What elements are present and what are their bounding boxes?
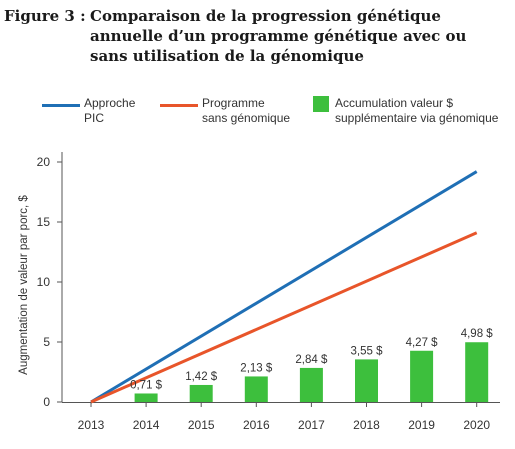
bar-data-label: 1,42 $ bbox=[185, 371, 218, 383]
x-tick-label: 2015 bbox=[188, 418, 215, 432]
bar bbox=[355, 359, 378, 402]
x-tick-label: 2018 bbox=[353, 418, 380, 432]
legend-swatch-sans-genomique bbox=[160, 104, 198, 107]
y-tick-label: 15 bbox=[37, 215, 51, 229]
legend-label-accumulation: Accumulation valeur $ supplémentaire via… bbox=[335, 96, 515, 126]
figure-title-text: Comparaison de la progression génétique … bbox=[90, 6, 505, 66]
bar-data-label: 4,98 $ bbox=[461, 328, 494, 340]
legend-label-sans-genomique-line-1: Programme bbox=[202, 96, 265, 110]
bar bbox=[410, 350, 434, 402]
figure-title-line-2: annuelle d’un programme génétique avec o… bbox=[90, 27, 467, 45]
bar-data-label: 2,13 $ bbox=[240, 362, 273, 374]
legend-label-sans-genomique-line-2: sans génomique bbox=[202, 111, 291, 125]
x-tick-label: 2019 bbox=[408, 418, 435, 432]
legend-label-pic-line-2: PIC bbox=[84, 111, 105, 125]
legend-label-pic-line-1: Approche bbox=[84, 96, 136, 110]
bar-data-label: 0,71 $ bbox=[130, 379, 163, 391]
x-tick-label: 2017 bbox=[298, 418, 325, 432]
y-tick-label: 20 bbox=[37, 155, 51, 169]
y-tick-label: 0 bbox=[43, 395, 50, 409]
bar bbox=[134, 393, 158, 402]
bar-data-label: 2,84 $ bbox=[295, 354, 328, 366]
series-line-sans-genomique bbox=[90, 231, 478, 404]
figure-label: Figure 3 : bbox=[4, 7, 86, 25]
legend-label-accumulation-line-1: Accumulation valeur $ bbox=[335, 96, 454, 110]
x-tick-label: 2020 bbox=[463, 418, 490, 432]
legend-label-pic: Approche PIC bbox=[84, 96, 244, 126]
y-axis-label: Augmentation de valeur par porc, $ bbox=[18, 195, 30, 375]
series-line-pic bbox=[90, 170, 478, 404]
legend-swatch-pic bbox=[42, 104, 80, 107]
y-axis-label-group: Augmentation de valeur par porc, $ bbox=[18, 195, 30, 375]
legend-swatch-accumulation bbox=[313, 96, 329, 112]
x-tick-label: 2014 bbox=[133, 418, 160, 432]
bar bbox=[244, 376, 268, 402]
legend-label-sans-genomique: Programme sans génomique bbox=[202, 96, 362, 126]
x-tick-label: 2016 bbox=[243, 418, 270, 432]
bar-data-label: 3,55 $ bbox=[351, 345, 384, 357]
bar bbox=[189, 384, 213, 402]
bar-data-label: 4,27 $ bbox=[406, 337, 439, 349]
figure-title-line-3: sans utilisation de la génomique bbox=[90, 47, 364, 65]
y-tick-label: 10 bbox=[37, 275, 51, 289]
legend-label-accumulation-line-2: supplémentaire via génomique bbox=[335, 111, 499, 125]
bar bbox=[465, 342, 489, 402]
plot-area: 0 5 10 15 20 2013 2014 2015 2016 2017 2018 2019 2020… bbox=[37, 152, 500, 432]
figure-title-line-1: Comparaison de la progression génétique bbox=[90, 7, 441, 25]
x-tick-label: 2013 bbox=[78, 418, 105, 432]
bar bbox=[299, 367, 323, 402]
y-tick-label: 5 bbox=[43, 335, 50, 349]
chart-legend: Approche PIC Programme sans génomique Ac… bbox=[0, 96, 515, 136]
